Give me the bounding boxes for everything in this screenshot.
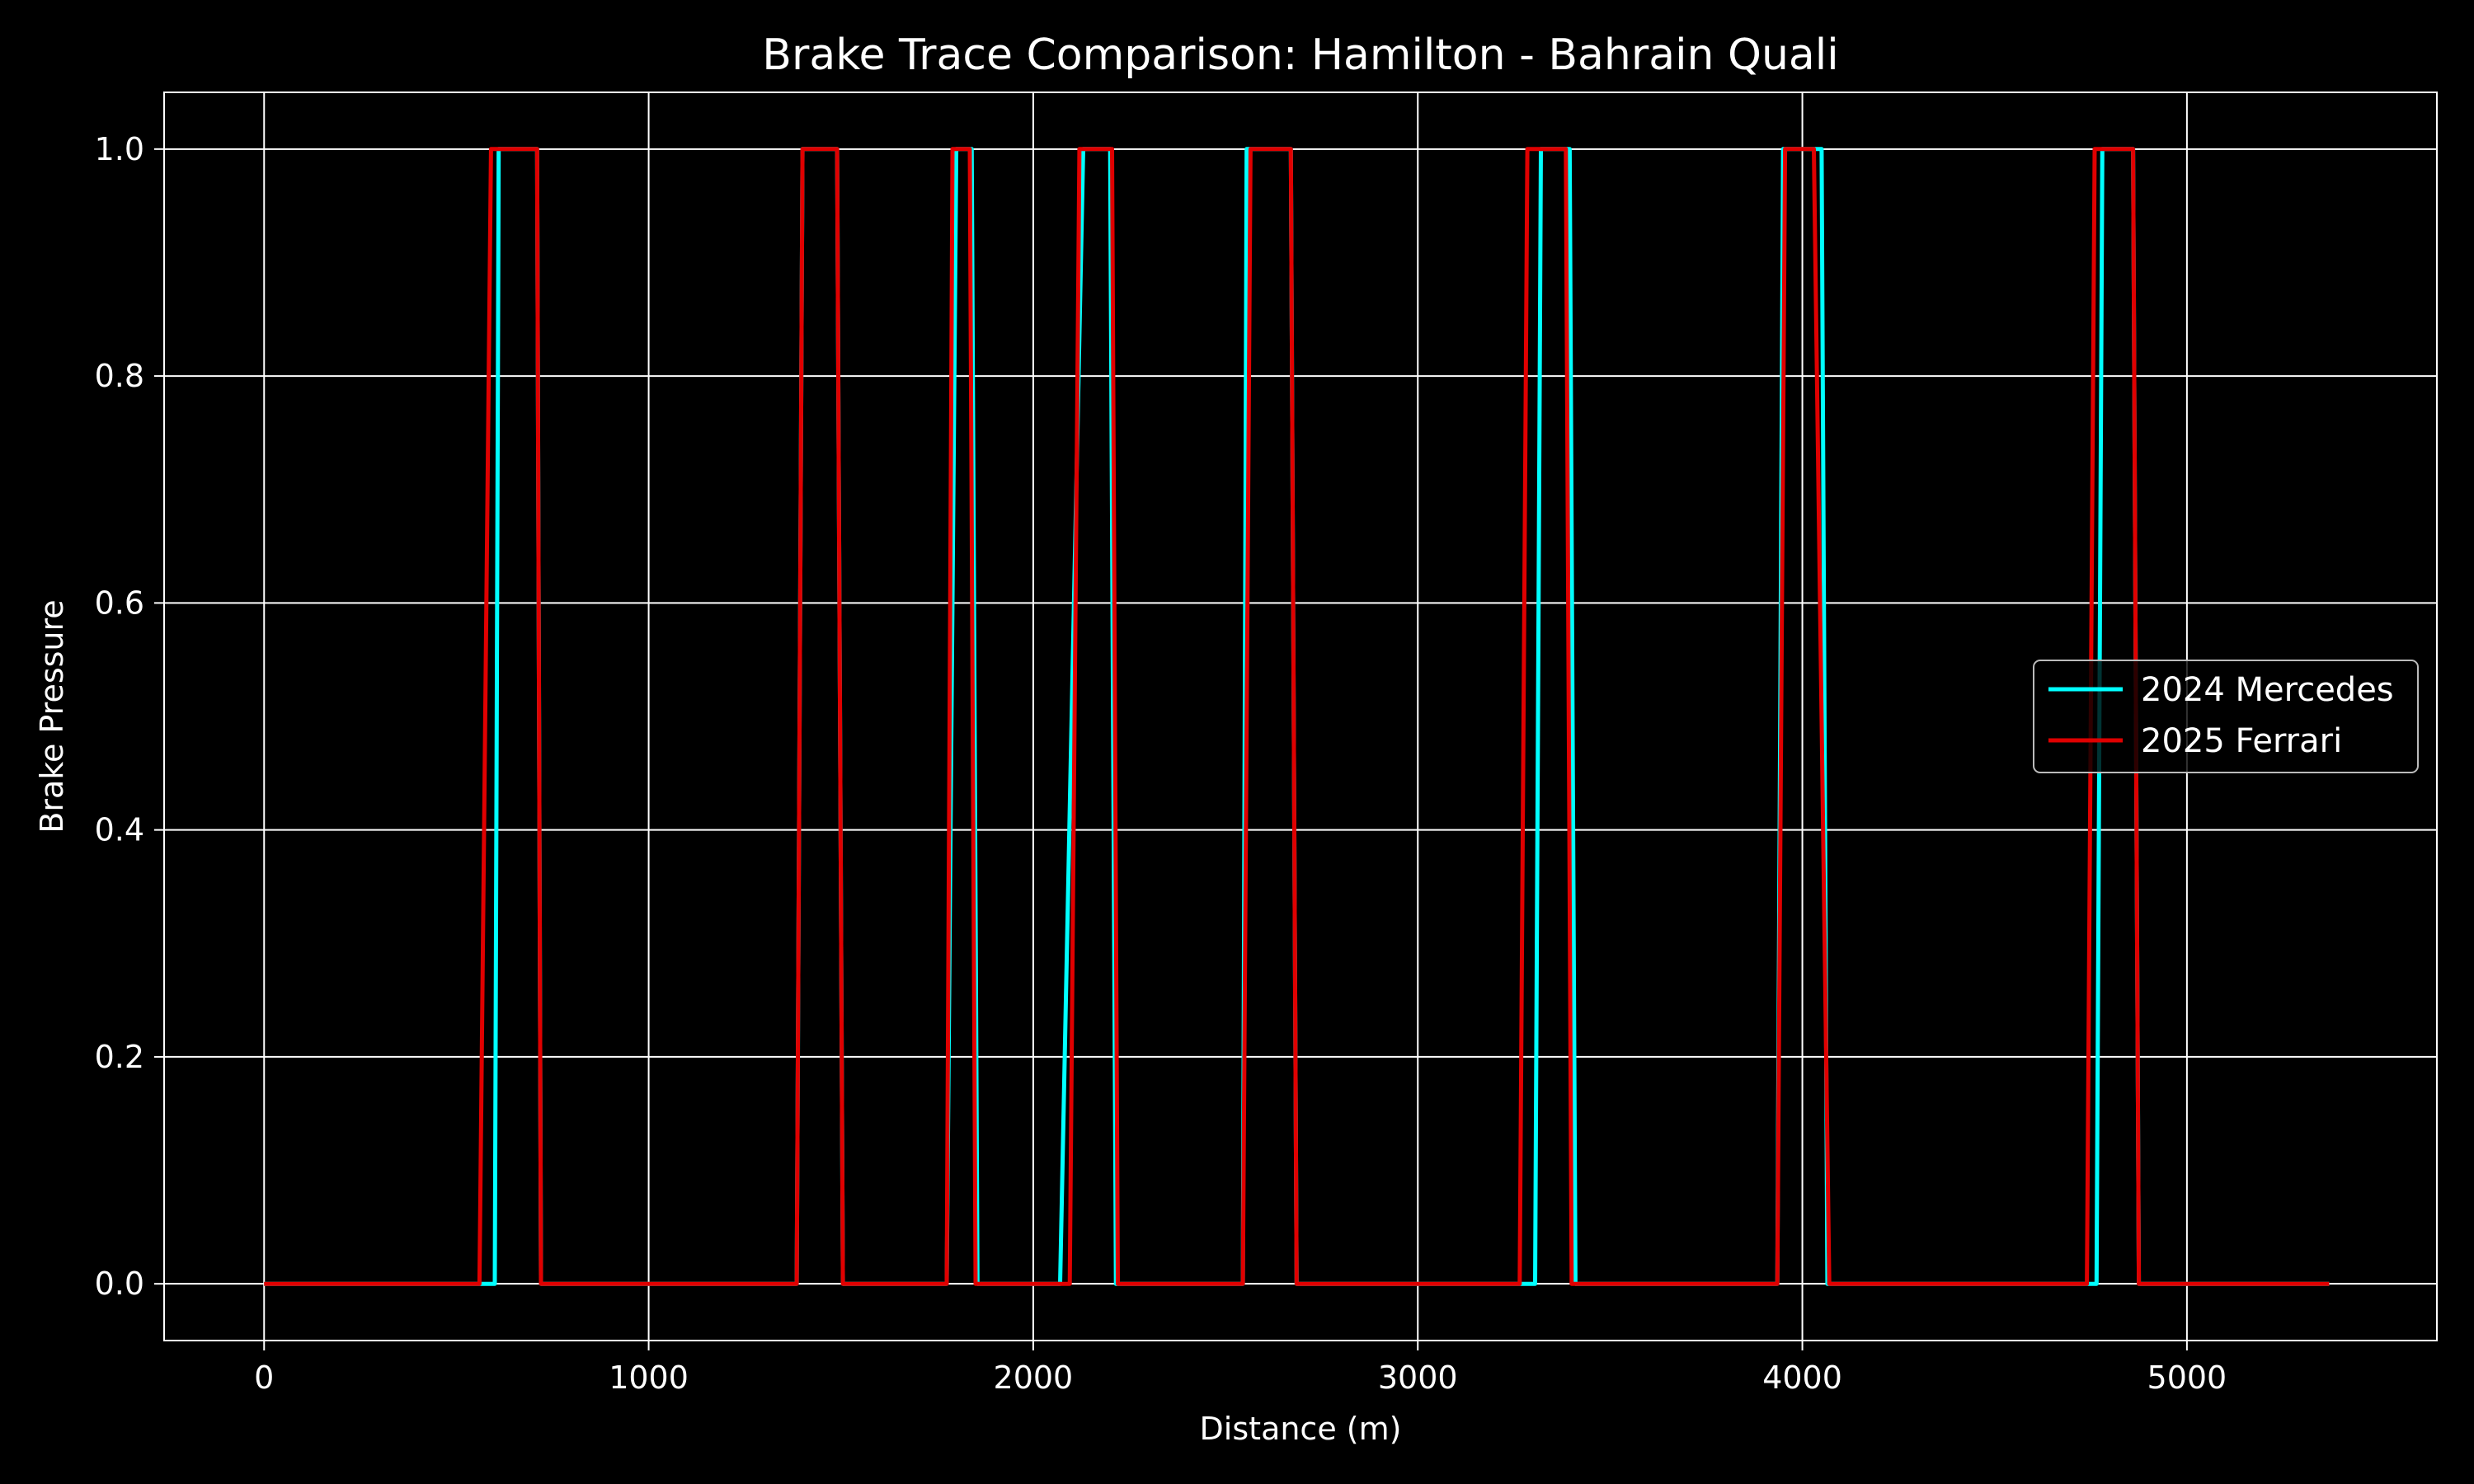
y-axis-ticks: 0.0 0.2 0.4 0.6 0.8 1.0	[95, 131, 164, 1302]
x-tick-label: 4000	[1762, 1360, 1842, 1396]
y-tick-label: 0.6	[95, 585, 144, 621]
y-axis-label: Brake Pressure	[34, 599, 70, 833]
x-tick-label: 5000	[2147, 1360, 2227, 1396]
legend-label-mercedes: 2024 Mercedes	[2141, 671, 2394, 709]
series-line-ferrari	[264, 147, 2330, 1286]
y-tick-label: 0.4	[95, 812, 144, 848]
x-axis-label: Distance (m)	[1200, 1411, 1402, 1447]
x-axis-ticks: 0 1000 2000 3000 4000 5000	[254, 1341, 2227, 1396]
plot-frame	[163, 92, 2438, 1341]
x-tick-label: 1000	[609, 1360, 689, 1396]
y-tick-label: 0.0	[95, 1266, 144, 1302]
x-tick-label: 3000	[1378, 1360, 1458, 1396]
y-tick-label: 0.8	[95, 358, 144, 394]
chart-title: Brake Trace Comparison: Hamilton - Bahra…	[762, 31, 1838, 80]
x-tick-label: 0	[254, 1360, 274, 1396]
legend-box	[2033, 660, 2419, 773]
legend: 2024 Mercedes 2025 Ferrari	[2033, 660, 2419, 773]
legend-label-ferrari: 2025 Ferrari	[2141, 722, 2342, 760]
y-tick-label: 0.2	[95, 1039, 144, 1075]
y-tick-label: 1.0	[95, 131, 144, 167]
x-tick-label: 2000	[994, 1360, 1074, 1396]
plot-series	[264, 147, 2330, 1286]
